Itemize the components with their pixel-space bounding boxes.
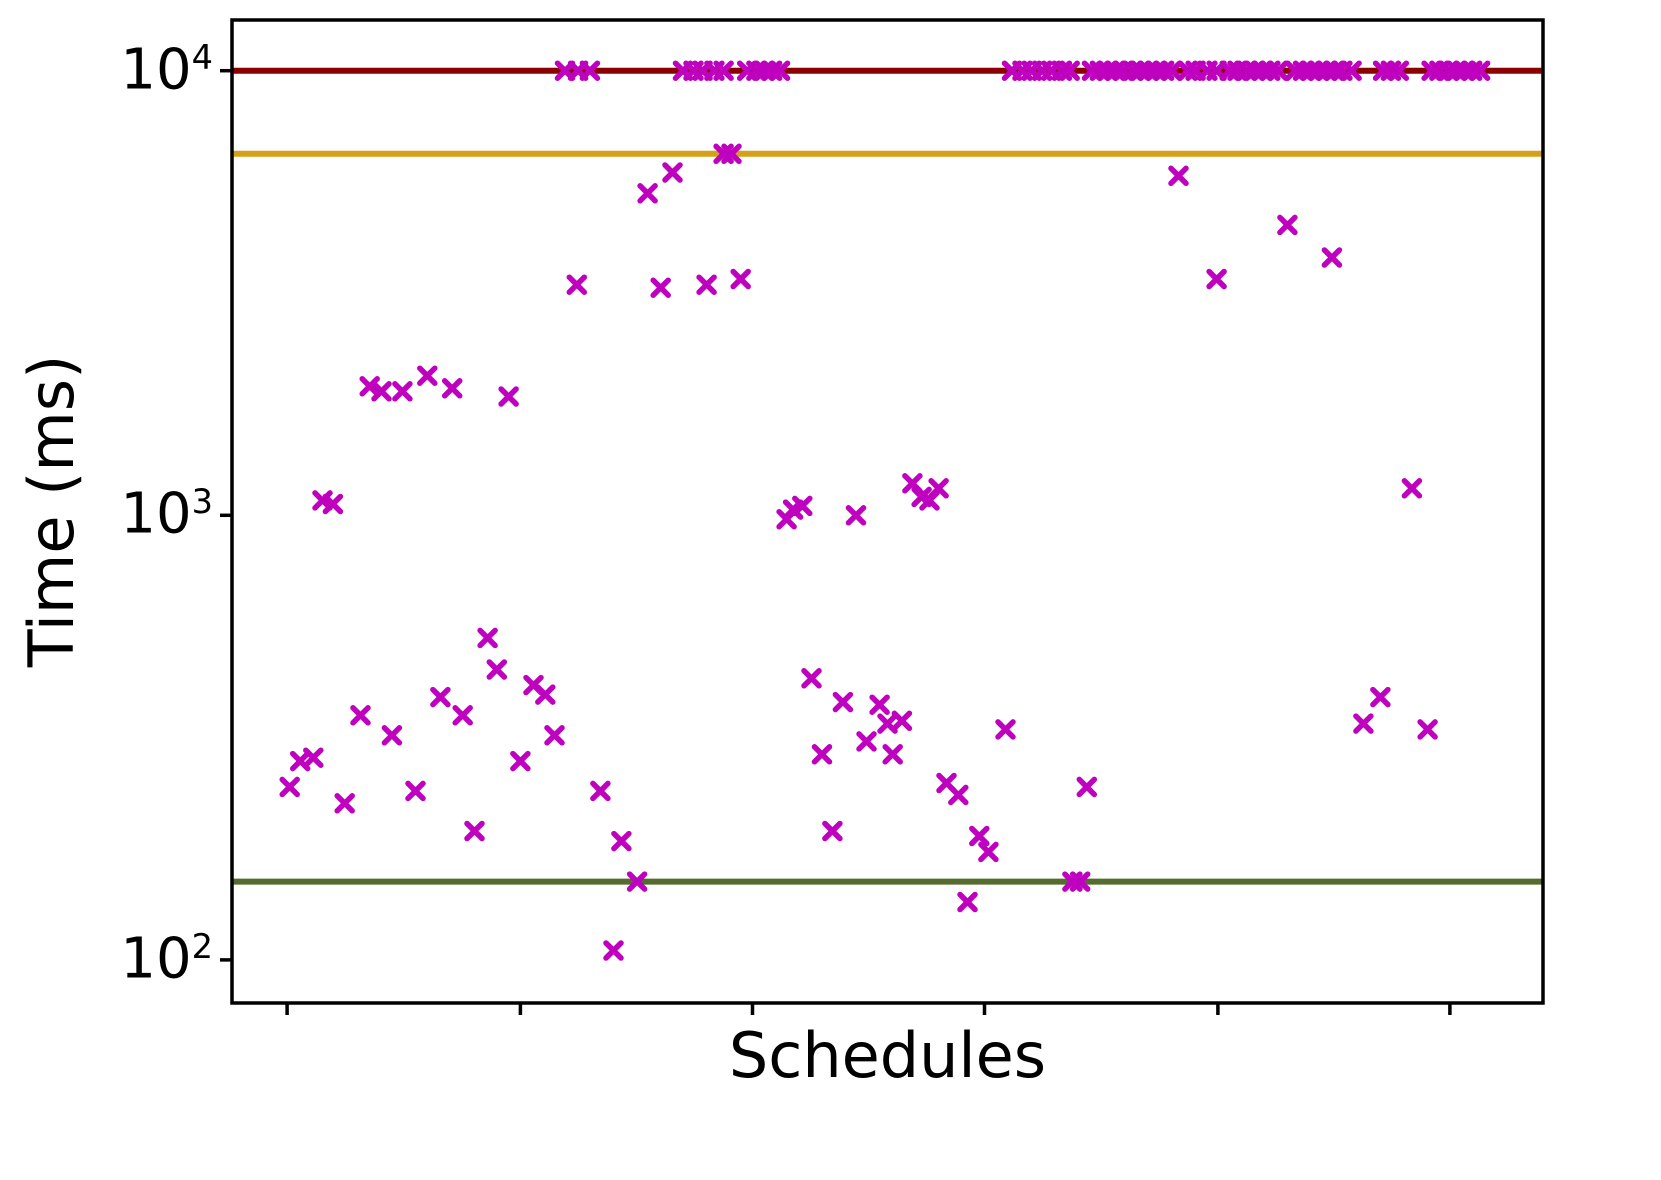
data-point: [801, 668, 822, 689]
data-point: [381, 725, 403, 746]
data-point: [544, 725, 565, 746]
data-point: [1267, 60, 1289, 81]
data-point: [1059, 60, 1080, 81]
data-point: [1069, 871, 1091, 892]
data-point: [721, 143, 742, 165]
data-point: [611, 830, 632, 852]
data-point: [441, 378, 463, 399]
data-point: [995, 719, 1016, 740]
scatter-points: [279, 60, 1491, 961]
data-point: [535, 684, 556, 705]
data-point: [392, 381, 413, 402]
data-point: [832, 691, 854, 713]
data-point: [452, 705, 473, 726]
data-point: [510, 750, 531, 772]
data-point: [662, 162, 683, 183]
data-point: [486, 659, 508, 680]
data-point: [322, 493, 344, 515]
data-point: [626, 871, 648, 892]
data-point: [969, 825, 990, 847]
data-point: [350, 705, 371, 726]
axis-ticks: [220, 68, 1452, 1015]
data-point: [891, 710, 913, 732]
data-point: [811, 744, 833, 765]
data-point: [1277, 214, 1298, 236]
data-point: [856, 731, 877, 752]
data-point: [603, 940, 624, 961]
data-point: [1370, 686, 1391, 708]
data-point: [882, 744, 903, 765]
data-point: [1206, 268, 1227, 290]
data-point: [1401, 478, 1423, 499]
data-point: [928, 478, 949, 499]
data-point: [430, 686, 451, 708]
data-point: [405, 780, 426, 802]
data-point: [303, 747, 324, 768]
data-point: [1161, 60, 1183, 81]
data-point: [1341, 60, 1362, 81]
data-point: [902, 473, 923, 494]
data-point: [978, 841, 999, 863]
data-point: [464, 820, 485, 842]
plot-border: [230, 18, 1545, 1005]
data-point: [713, 60, 734, 81]
data-point: [371, 381, 392, 402]
y-tick-label: 103: [120, 481, 213, 547]
data-point: [869, 694, 890, 715]
data-point: [1469, 60, 1491, 81]
data-point: [579, 60, 601, 81]
data-point: [1353, 713, 1374, 734]
data-point: [417, 365, 438, 386]
data-point: [566, 274, 588, 295]
data-point: [730, 268, 751, 290]
data-point: [696, 274, 717, 295]
data-point: [590, 780, 611, 802]
y-tick-exponent: 2: [191, 926, 213, 966]
x-axis-label: Schedules: [728, 1019, 1047, 1092]
y-tick-exponent: 3: [191, 482, 213, 522]
data-point: [1076, 776, 1098, 798]
y-tick-label: 104: [120, 37, 213, 103]
data-point: [948, 784, 969, 806]
data-point: [334, 793, 355, 814]
y-tick-exponent: 4: [191, 37, 213, 77]
data-point: [822, 820, 843, 842]
data-point: [792, 495, 813, 517]
data-point: [1417, 719, 1438, 740]
data-point: [1168, 165, 1189, 187]
data-point: [498, 386, 519, 407]
y-tick-label: 102: [120, 926, 213, 992]
data-point: [1388, 60, 1410, 81]
data-point: [769, 60, 791, 81]
data-point: [477, 627, 498, 649]
data-point: [845, 505, 867, 526]
data-point: [1321, 247, 1343, 268]
data-point: [957, 891, 978, 913]
data-point: [637, 183, 658, 204]
y-axis-label: Time (ms): [15, 354, 88, 668]
data-point: [650, 277, 671, 298]
data-point: [279, 776, 300, 798]
